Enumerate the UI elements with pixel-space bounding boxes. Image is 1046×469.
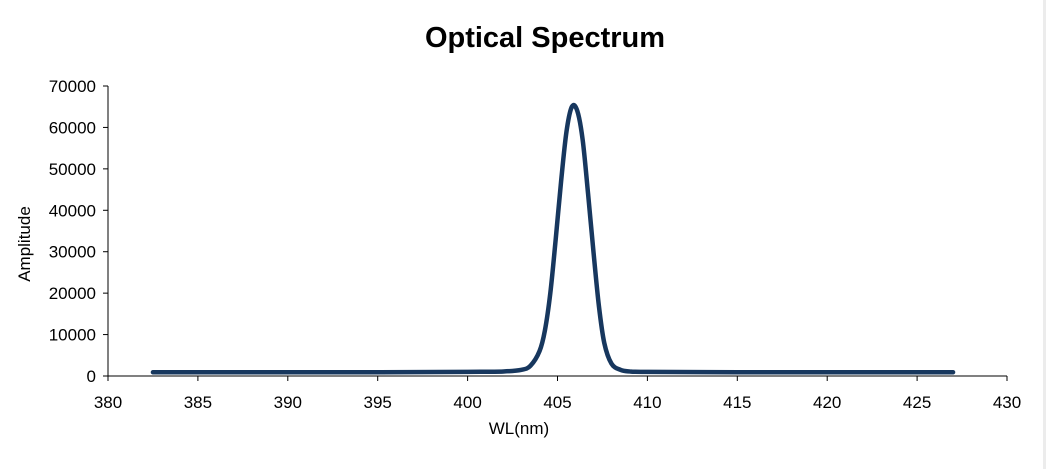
y-axis-label: Amplitude [15, 206, 34, 282]
y-tick-label: 60000 [49, 118, 96, 137]
x-tick-label: 415 [723, 393, 751, 412]
chart-title: Optical Spectrum [425, 22, 665, 54]
y-tick-label: 70000 [49, 77, 96, 96]
x-tick-label: 395 [364, 393, 392, 412]
x-tick-label: 420 [813, 393, 841, 412]
x-tick-label: 390 [274, 393, 302, 412]
y-tick-label: 40000 [49, 201, 96, 220]
x-tick-label: 425 [903, 393, 931, 412]
x-tick-label: 405 [543, 393, 571, 412]
y-tick-label: 50000 [49, 160, 96, 179]
y-tick-label: 30000 [49, 243, 96, 262]
x-tick-label: 385 [184, 393, 212, 412]
plot-area: 0 10000 20000 30000 40000 50000 60000 70000 380 3… [49, 77, 1021, 412]
x-tick-label: 400 [453, 393, 481, 412]
window-edge [1043, 0, 1046, 469]
x-tick-label: 380 [94, 393, 122, 412]
y-tick-label: 0 [87, 367, 96, 386]
x-axis-label: WL(nm) [489, 419, 549, 438]
y-tick-label: 10000 [49, 326, 96, 345]
x-tick-label: 410 [633, 393, 661, 412]
x-tick-label: 430 [993, 393, 1021, 412]
y-tick-label: 20000 [49, 284, 96, 303]
spectrum-line [150, 102, 956, 375]
